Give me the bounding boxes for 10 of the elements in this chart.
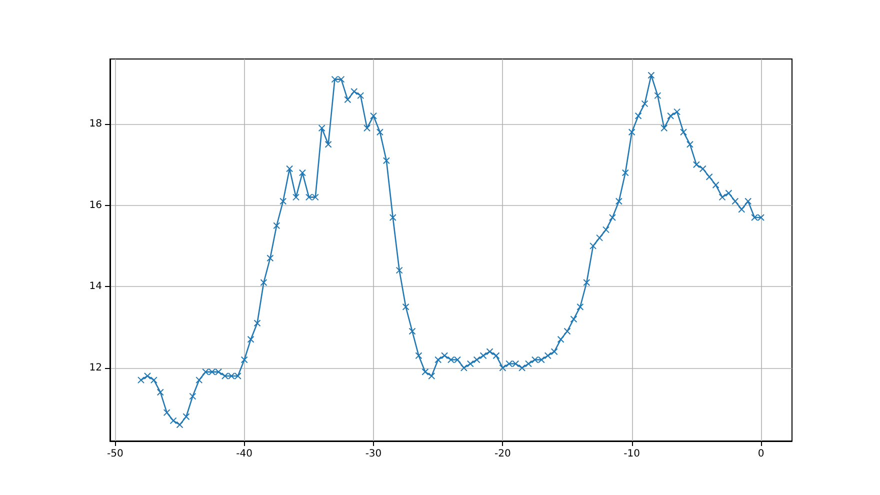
x-tick-label: -10 xyxy=(624,448,640,460)
x-tick-label: -50 xyxy=(106,448,124,460)
x-tick-label: 0 xyxy=(758,448,764,460)
y-tick-label: 14 xyxy=(89,281,102,292)
x-tick-label: -30 xyxy=(365,448,382,460)
x-tick-label: -20 xyxy=(494,448,511,460)
x-tick-label: -40 xyxy=(236,448,253,460)
y-tick-label: 16 xyxy=(89,200,102,211)
y-tick-label: 12 xyxy=(89,362,102,374)
y-tick-label: 18 xyxy=(89,118,102,130)
